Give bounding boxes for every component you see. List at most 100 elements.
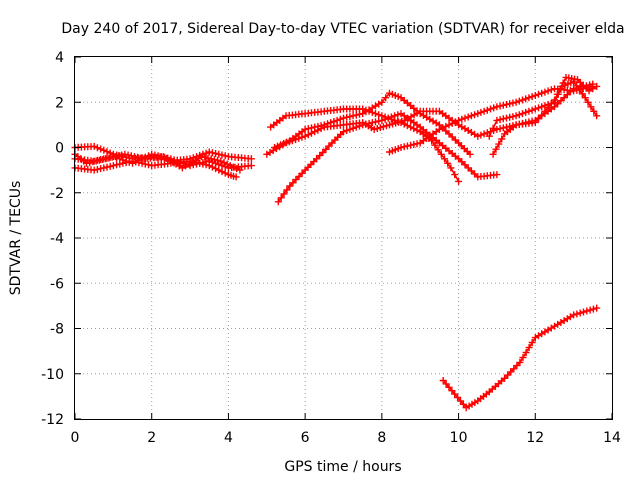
x-tick-label: 12 bbox=[526, 430, 544, 446]
data-point-marker bbox=[528, 93, 536, 101]
data-point-marker bbox=[519, 354, 527, 361]
x-axis-label: GPS time / hours bbox=[284, 459, 401, 475]
data-point-marker bbox=[480, 107, 488, 115]
y-tick-label: -6 bbox=[50, 276, 64, 292]
data-point-marker bbox=[202, 149, 210, 157]
data-point-marker bbox=[474, 132, 482, 140]
data-point-marker bbox=[407, 123, 415, 131]
data-point-marker bbox=[483, 106, 491, 114]
data-point-marker bbox=[575, 86, 583, 94]
data-point-marker bbox=[232, 173, 240, 181]
data-point-marker bbox=[528, 339, 536, 346]
data-point-marker bbox=[519, 110, 526, 118]
data-point-marker bbox=[428, 137, 436, 145]
data-point-marker bbox=[515, 111, 523, 119]
y-tick-label: 0 bbox=[55, 141, 64, 157]
data-point-marker bbox=[132, 158, 140, 166]
data-point-marker bbox=[236, 166, 244, 174]
data-point-marker bbox=[431, 141, 439, 149]
data-point-marker bbox=[403, 142, 411, 150]
x-tick-label: 4 bbox=[224, 430, 233, 446]
data-point-marker bbox=[233, 165, 241, 173]
data-point-marker bbox=[496, 116, 504, 124]
data-point-marker bbox=[535, 115, 542, 123]
data-point-marker bbox=[437, 150, 445, 158]
data-point-marker bbox=[90, 142, 98, 150]
data-point-marker bbox=[403, 122, 411, 130]
x-tick-label: 14 bbox=[603, 430, 621, 446]
series-track-8 bbox=[271, 89, 474, 158]
data-point-marker bbox=[220, 159, 228, 167]
data-point-marker bbox=[320, 121, 328, 129]
data-point-marker bbox=[578, 90, 586, 98]
data-point-marker bbox=[583, 307, 591, 315]
x-tick-label: 8 bbox=[377, 430, 386, 446]
series-track-11 bbox=[489, 73, 601, 158]
data-point-marker bbox=[325, 142, 333, 150]
data-point-marker bbox=[92, 157, 100, 165]
data-point-marker bbox=[375, 111, 383, 119]
x-tick-label: 0 bbox=[71, 430, 80, 446]
data-point-marker bbox=[97, 165, 105, 173]
y-tick-label: -2 bbox=[50, 186, 64, 202]
data-point-marker bbox=[581, 94, 589, 102]
data-point-marker bbox=[559, 79, 567, 87]
data-point-marker bbox=[442, 122, 450, 130]
data-point-marker bbox=[343, 127, 351, 134]
data-point-marker bbox=[223, 160, 231, 168]
data-point-marker bbox=[538, 89, 546, 97]
data-point-marker bbox=[230, 163, 237, 171]
data-point-marker bbox=[485, 132, 493, 140]
data-point-marker bbox=[490, 104, 498, 112]
data-point-marker bbox=[554, 100, 562, 108]
data-point-marker bbox=[387, 115, 395, 123]
data-point-marker bbox=[378, 98, 386, 106]
data-point-marker bbox=[467, 112, 475, 120]
data-point-marker bbox=[413, 126, 421, 134]
data-point-marker bbox=[458, 115, 466, 123]
data-point-marker bbox=[400, 120, 408, 128]
axis-ticks: 0 2 4 6 8 10 12 14 4 2 0 -2 -4 -6 -8 -10 -12 bbox=[41, 50, 621, 446]
data-point-marker bbox=[590, 107, 598, 115]
data-point-marker bbox=[122, 159, 130, 167]
data-point-marker bbox=[111, 153, 119, 161]
data-point-marker bbox=[314, 122, 322, 130]
data-point-marker bbox=[378, 112, 386, 120]
y-tick-label: -8 bbox=[50, 322, 64, 338]
data-point-marker bbox=[487, 105, 494, 113]
data-point-marker bbox=[394, 111, 402, 119]
data-point-marker bbox=[499, 101, 507, 109]
data-point-marker bbox=[286, 182, 294, 190]
data-point-marker bbox=[525, 94, 533, 102]
data-point-marker bbox=[301, 132, 309, 140]
data-point-marker bbox=[489, 124, 497, 132]
data-point-marker bbox=[586, 306, 594, 314]
data-point-marker bbox=[448, 119, 456, 127]
data-point-marker bbox=[379, 123, 387, 131]
data-point-marker bbox=[215, 166, 223, 174]
data-point-marker bbox=[493, 125, 501, 133]
data-point-marker bbox=[330, 118, 338, 125]
data-point-marker bbox=[134, 153, 142, 161]
data-point-marker bbox=[553, 90, 561, 98]
data-point-marker bbox=[292, 176, 300, 184]
data-point-marker bbox=[570, 311, 578, 319]
data-point-marker bbox=[313, 155, 321, 163]
data-point-marker bbox=[327, 119, 335, 127]
data-point-marker bbox=[196, 159, 204, 167]
data-point-marker bbox=[570, 87, 578, 95]
data-point-marker bbox=[316, 152, 324, 160]
x-tick-label: 2 bbox=[147, 430, 156, 446]
data-point-marker bbox=[493, 171, 501, 179]
data-point-marker bbox=[447, 164, 455, 172]
x-tick-label: 10 bbox=[450, 430, 468, 446]
data-point-marker bbox=[499, 124, 507, 132]
data-point-marker bbox=[202, 161, 210, 169]
data-point-marker bbox=[477, 108, 485, 116]
data-point-marker bbox=[397, 144, 405, 151]
data-point-marker bbox=[218, 151, 226, 159]
data-point-marker bbox=[593, 112, 601, 120]
data-point-marker bbox=[86, 159, 94, 167]
data-point-marker bbox=[584, 98, 592, 106]
